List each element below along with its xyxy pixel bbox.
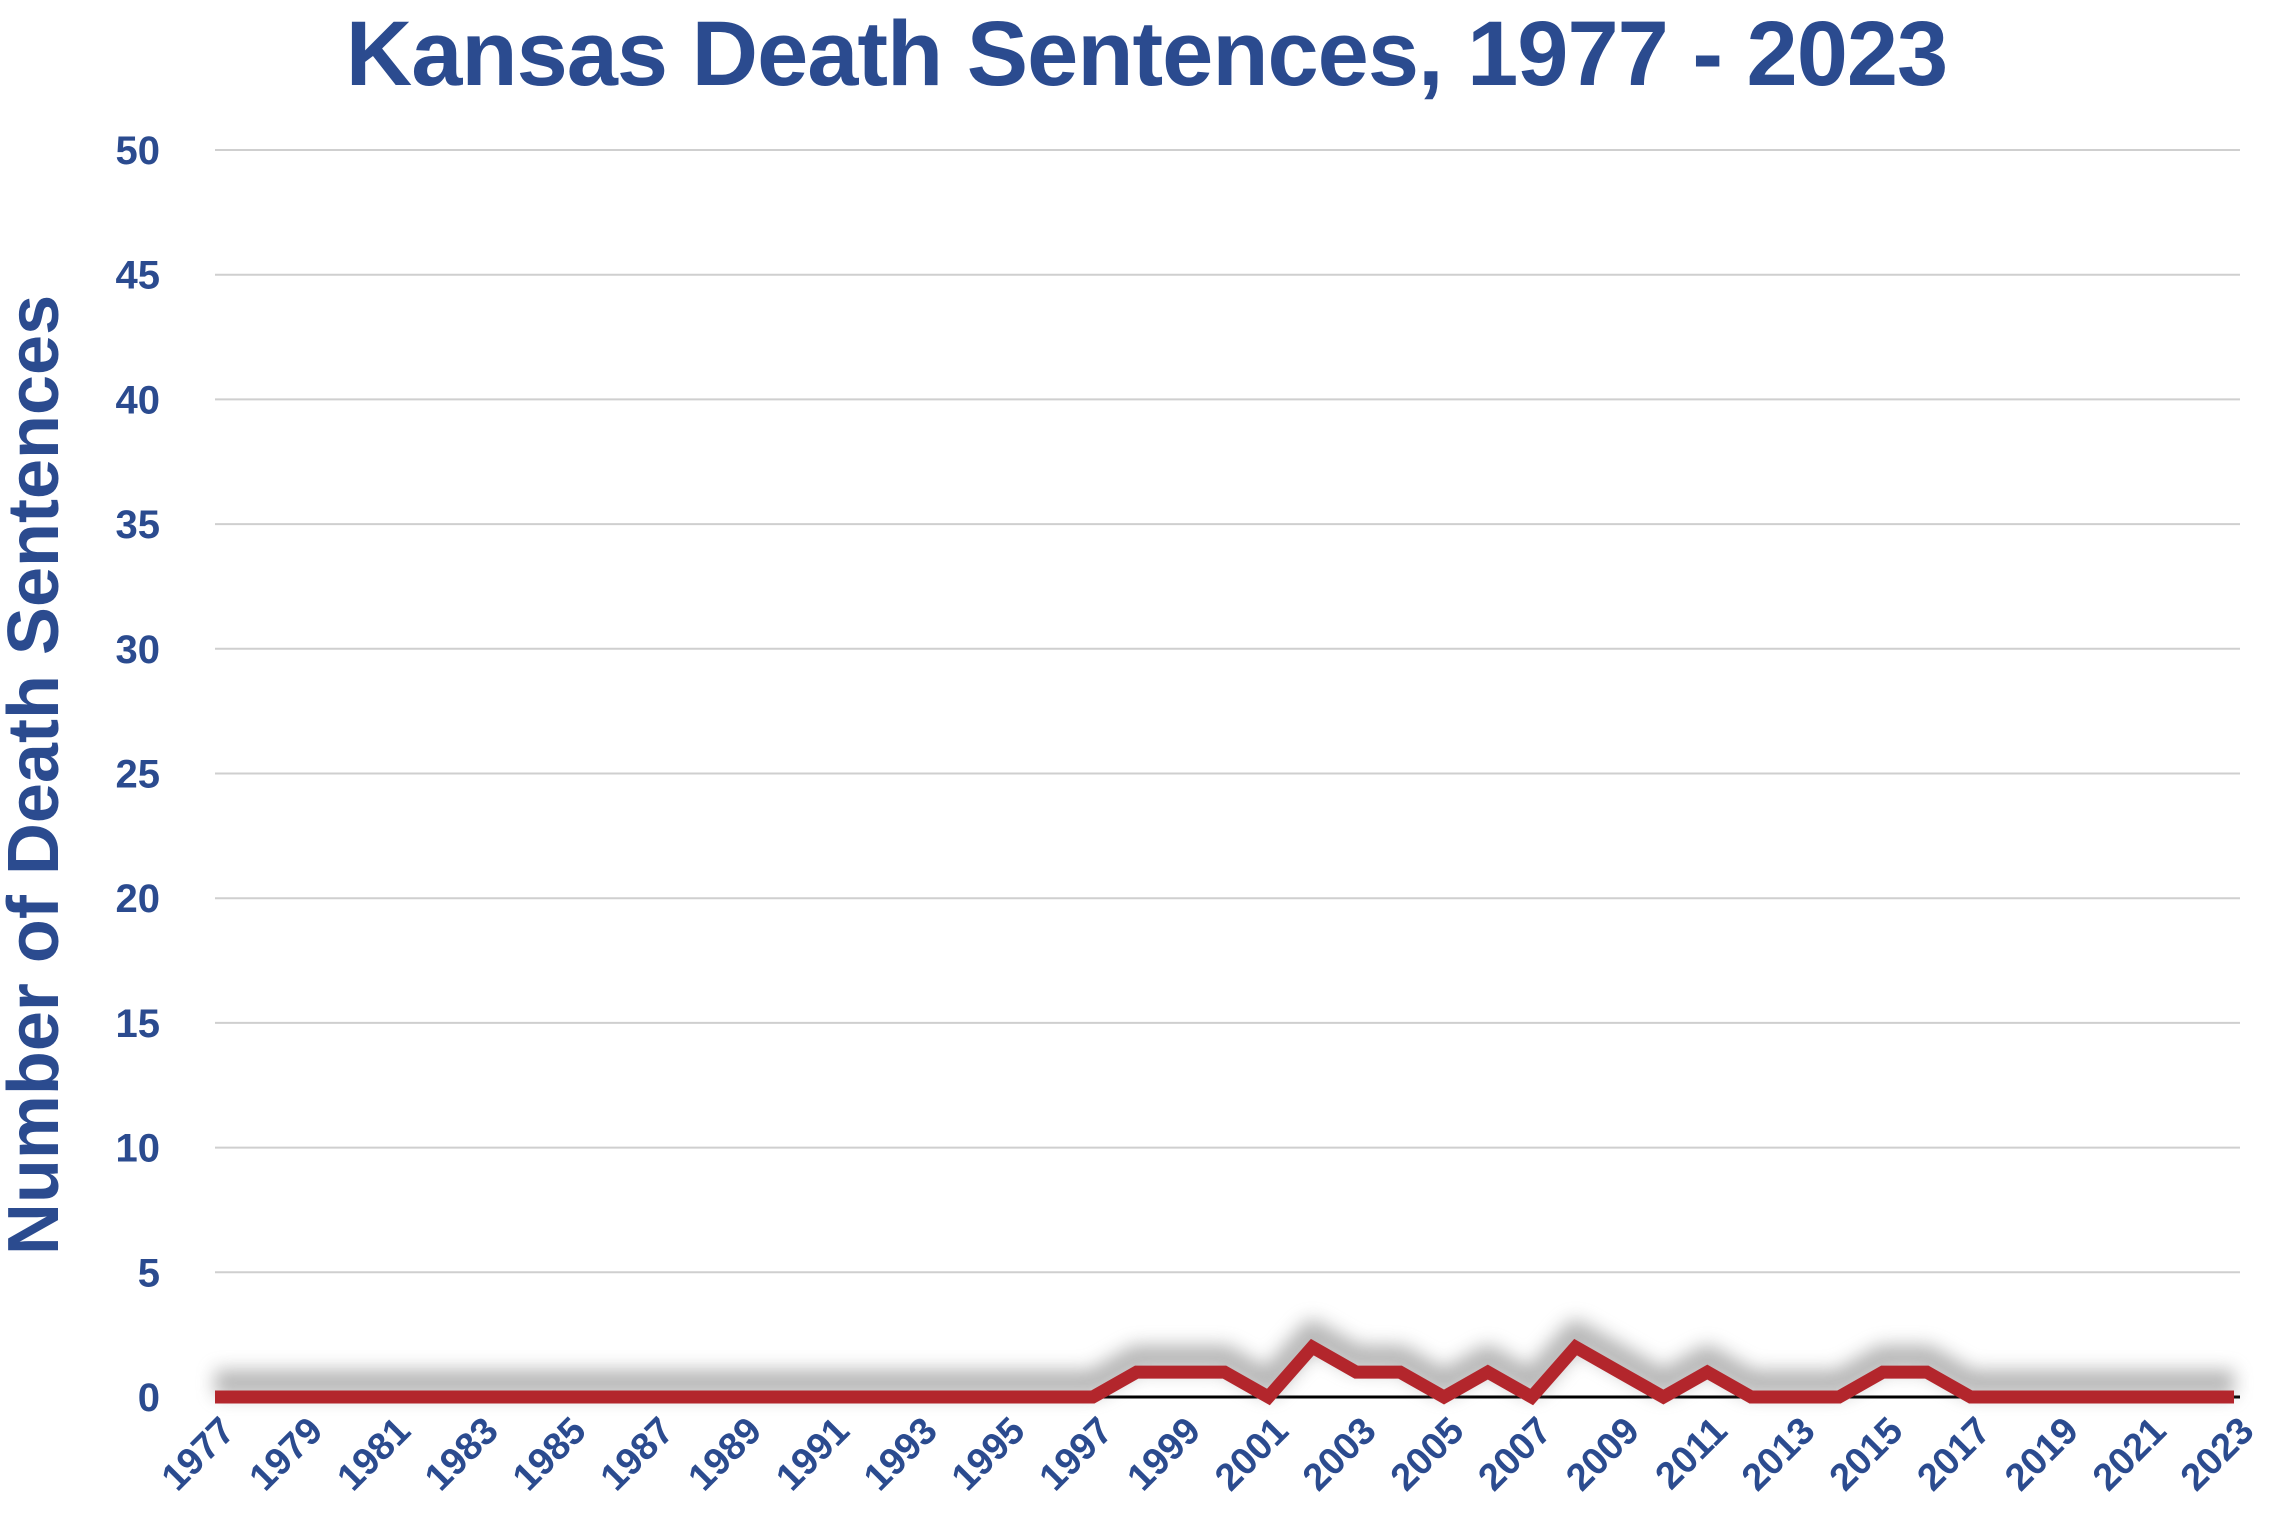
y-axis-label: Number of Death Sentences — [0, 295, 74, 1255]
x-tick-label: 1989 — [681, 1410, 770, 1499]
grid-lines — [215, 149, 2240, 1274]
x-tick-label: 1987 — [593, 1410, 682, 1499]
x-tick-label: 2019 — [1997, 1410, 2086, 1499]
x-tick-label: 2011 — [1648, 1410, 1736, 1498]
x-tick-label: 1991 — [768, 1410, 857, 1499]
y-tick-label: 25 — [116, 753, 161, 797]
y-tick-label: 45 — [116, 254, 161, 298]
y-tick-label: 0 — [138, 1376, 160, 1420]
x-tick-label: 2009 — [1558, 1410, 1647, 1499]
x-tick-label: 1997 — [1032, 1410, 1121, 1499]
x-tick-label: 1993 — [856, 1410, 945, 1499]
series-shadow — [215, 1320, 2234, 1396]
x-tick-label: 2017 — [1910, 1410, 1999, 1499]
chart-title: Kansas Death Sentences, 1977 - 2023 — [345, 3, 1948, 105]
x-axis-ticks: 1977197919811983198519871989199119931995… — [154, 1410, 2262, 1499]
y-tick-label: 10 — [116, 1127, 161, 1171]
x-tick-label: 2003 — [1295, 1410, 1384, 1499]
y-tick-label: 30 — [116, 628, 161, 672]
x-tick-label: 1979 — [242, 1410, 331, 1499]
y-tick-label: 35 — [116, 503, 161, 547]
x-tick-label: 2007 — [1471, 1410, 1560, 1499]
series-line — [215, 1338, 2234, 1406]
y-tick-label: 40 — [116, 378, 161, 422]
x-tick-label: 1985 — [505, 1410, 594, 1499]
x-tick-label: 2023 — [2173, 1410, 2262, 1499]
x-tick-label: 2013 — [1734, 1410, 1823, 1499]
x-tick-label: 2015 — [1822, 1410, 1911, 1499]
x-tick-label: 1977 — [154, 1410, 243, 1499]
x-tick-label: 1983 — [417, 1410, 506, 1499]
x-tick-label: 2021 — [2085, 1410, 2174, 1499]
series-line-shadow — [215, 1320, 2234, 1396]
y-tick-label: 15 — [116, 1002, 161, 1046]
x-tick-label: 2001 — [1207, 1410, 1296, 1499]
y-axis-ticks: 0 5 10 15 20 25 30 35 40 45 50 — [116, 129, 161, 1420]
x-tick-label: 1999 — [1119, 1410, 1208, 1499]
y-tick-label: 20 — [116, 877, 161, 921]
y-tick-label: 5 — [138, 1251, 160, 1295]
series-line-layer — [215, 1338, 2234, 1406]
y-tick-label: 50 — [116, 129, 161, 173]
x-tick-label: 1981 — [329, 1410, 418, 1499]
x-tick-label: 2005 — [1383, 1410, 1472, 1499]
x-tick-label: 1995 — [944, 1410, 1033, 1499]
